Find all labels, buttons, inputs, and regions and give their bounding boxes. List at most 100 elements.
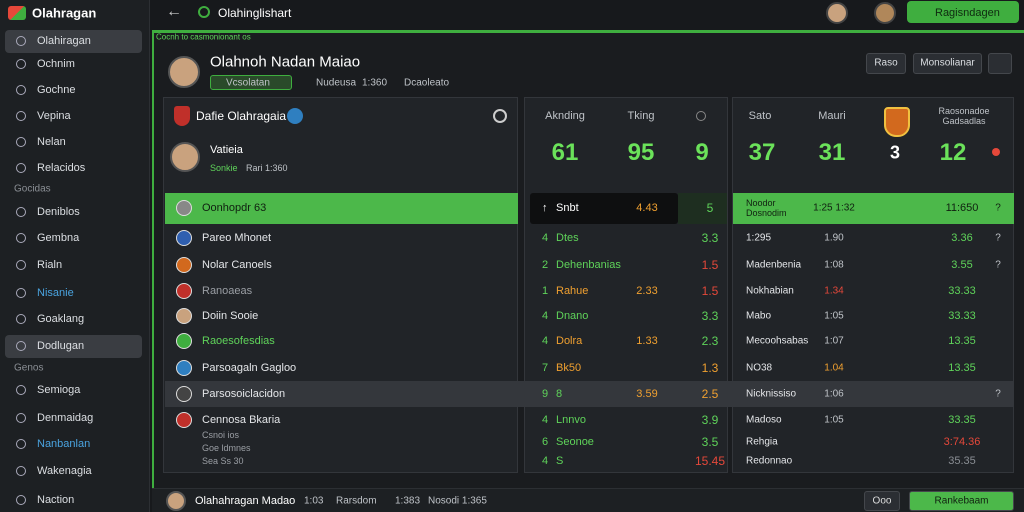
row-action[interactable]: ? [995, 202, 1001, 214]
row-name: NO38 [746, 362, 773, 374]
row-value: 5 [706, 201, 714, 215]
footer-avatar [166, 491, 186, 511]
row-action[interactable]: ? [995, 259, 1001, 271]
sidebar-item[interactable]: Goaklang [37, 313, 85, 325]
profile-button[interactable] [866, 53, 906, 74]
sidebar-icon [16, 495, 26, 505]
row-highlight [530, 193, 678, 224]
profile-tag: Nudeusa [316, 77, 357, 89]
row-value: 2.5 [701, 387, 719, 401]
sidebar-item[interactable]: Nelan [37, 136, 66, 148]
row-crest [176, 386, 192, 402]
sidebar-icon [16, 260, 26, 270]
row-value: 3:74.36 [943, 436, 981, 448]
footer-button-label[interactable]: Ooo [872, 495, 892, 507]
sidebar-item[interactable]: Denmaidag [37, 412, 94, 424]
row-value: 1:06 [824, 388, 844, 400]
row-crest [176, 257, 192, 273]
avatar[interactable] [874, 2, 896, 24]
row-value: 1:07 [824, 335, 844, 347]
row-value: 33.33 [948, 310, 976, 322]
sidebar-icon [16, 137, 26, 147]
row-rank: 1 [542, 285, 549, 297]
middle-panel [524, 97, 728, 473]
team-crest [174, 106, 190, 126]
row-label: Pareo Mhonet [202, 232, 272, 244]
profile-tag: Vcsolatan [226, 77, 270, 89]
row-crest [176, 308, 192, 324]
profile-button[interactable] [913, 53, 982, 74]
profile-button-label[interactable]: Monsolianar [920, 57, 975, 69]
sidebar-item[interactable]: Vepina [37, 110, 71, 122]
row-name: Mecoohsabas [746, 335, 809, 347]
register-label[interactable]: Ragisndagen [935, 7, 1000, 19]
footer-name: Olahahragan Madao [195, 495, 296, 507]
big-number: 61 [551, 139, 579, 166]
row-value: 15.45 [694, 454, 726, 468]
row-crest [176, 230, 192, 246]
sidebar-item[interactable]: Nanbanlan [37, 438, 91, 450]
sidebar [0, 0, 150, 512]
player-sub: Rari 1:360 [246, 163, 288, 173]
profile-tag: 1:360 [362, 77, 388, 89]
player-sub: Sonkie [210, 163, 238, 173]
footer-button[interactable] [864, 491, 900, 511]
row-value: 3.9 [701, 413, 719, 427]
row-crest [176, 200, 192, 216]
row-sub: Csnoi ios [202, 430, 240, 440]
row-value: 1.5 [701, 284, 719, 298]
row-value: 1.90 [824, 232, 844, 244]
tag-badge [210, 75, 292, 90]
sidebar-icon [16, 288, 26, 298]
row-label: Ranoaeas [202, 285, 253, 297]
row-crest [176, 283, 192, 299]
register-button[interactable] [907, 1, 1019, 23]
row-rank: 2 [542, 259, 549, 271]
row-value: 3.55 [951, 259, 973, 271]
row-value: 1:05 [824, 310, 844, 322]
avatar[interactable] [826, 2, 848, 24]
profile-button-label[interactable]: Raso [874, 57, 898, 69]
row-value: 1:08 [824, 259, 844, 271]
big-number: 3 [889, 142, 901, 163]
row-value: 2.3 [701, 334, 719, 348]
row-label: Nolar Canoels [202, 259, 272, 271]
sidebar-item[interactable]: Naction [37, 494, 75, 506]
footer-button[interactable] [909, 491, 1014, 511]
sidebar-icon [16, 466, 26, 476]
sidebar-item[interactable]: Semioga [37, 384, 81, 396]
row-rank: 7 [542, 362, 549, 374]
row-name: Seonoe [556, 436, 594, 448]
sidebar-item[interactable]: Wakenagia [37, 465, 92, 477]
sidebar-item[interactable]: Dodlugan [37, 340, 85, 352]
sidebar-item[interactable]: Nisanie [37, 287, 74, 299]
footer-stat: 1:03 [304, 495, 324, 507]
row-rank: 4 [542, 232, 549, 244]
row-name: S [556, 455, 564, 467]
dropdown[interactable] [988, 53, 1012, 74]
row-sub: Goe ldmnes [202, 443, 251, 453]
clock-icon[interactable] [493, 109, 507, 123]
back-arrow[interactable]: ← [166, 3, 182, 20]
panel-title: Dafie Olahragaia [196, 109, 287, 123]
row-value: 1.3 [701, 361, 719, 375]
sidebar-item[interactable]: Rialn [37, 259, 63, 271]
sidebar-item[interactable]: Gochne [37, 84, 76, 96]
sidebar-item[interactable]: Olahiragan [37, 35, 91, 47]
row-name: Mabo [746, 310, 772, 322]
sidebar-item[interactable]: Ochnim [37, 58, 75, 70]
col-header: Sato [748, 110, 772, 122]
row-value: 13.35 [948, 335, 976, 347]
profile-name: Olahnoh Nadan Maiao [210, 53, 361, 71]
footer-button-label[interactable]: Rankebaam [934, 495, 989, 507]
row-value: 3.5 [701, 435, 719, 449]
row-value: 1.33 [636, 335, 658, 347]
left-panel [163, 97, 518, 473]
row-action[interactable]: ? [995, 388, 1001, 400]
sidebar-item[interactable]: Deniblos [37, 206, 80, 218]
sidebar-item[interactable]: Relacidos [37, 162, 86, 174]
profile-avatar [168, 56, 200, 88]
sidebar-item[interactable]: Gembna [37, 232, 80, 244]
row-action[interactable]: ? [995, 232, 1001, 244]
